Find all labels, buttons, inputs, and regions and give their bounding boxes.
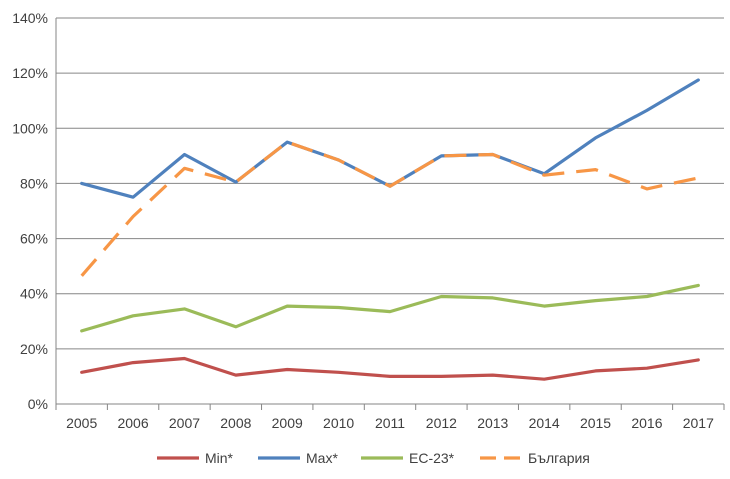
x-tick-label: 2012 <box>426 415 457 431</box>
legend-label: ЕС-23* <box>409 450 455 466</box>
series-line-3 <box>80 283 700 333</box>
legend-label: Min* <box>205 450 234 466</box>
x-tick-label: 2010 <box>323 415 354 431</box>
series-line-4 <box>80 140 699 277</box>
x-tick-label: 2016 <box>631 415 662 431</box>
x-tick-label: 2015 <box>580 415 611 431</box>
y-tick-label: 120% <box>12 65 48 81</box>
legend: Min* Max* ЕС-23* България <box>157 450 590 466</box>
x-tick-label: 2017 <box>683 415 714 431</box>
x-tick-label: 2013 <box>477 415 508 431</box>
x-tick-label: 2011 <box>375 415 405 431</box>
gridlines <box>56 17 724 350</box>
y-tick-label: 20% <box>20 341 48 357</box>
x-tick-label: 2007 <box>169 415 200 431</box>
y-tick-label: 60% <box>20 231 48 247</box>
x-tick-label: 2006 <box>117 415 148 431</box>
x-tick-label: 2005 <box>66 415 97 431</box>
legend-label: България <box>528 450 590 466</box>
y-tick-label: 80% <box>20 175 48 191</box>
y-tick-label: 140% <box>12 10 48 26</box>
series-line-2 <box>80 78 700 199</box>
x-tick-label: 2014 <box>529 415 560 431</box>
series-lines <box>80 78 700 381</box>
series-line-1 <box>80 356 700 381</box>
x-tick-label: 2008 <box>220 415 251 431</box>
y-tick-label: 100% <box>12 120 48 136</box>
axes: 0% 20% 40% 60% 80% 100% 120% 140% 2005 2006 2007 20… <box>12 10 725 431</box>
legend-label: Max* <box>306 450 338 466</box>
y-tick-label: 0% <box>28 396 48 412</box>
x-tick-label: 2009 <box>272 415 303 431</box>
y-tick-label: 40% <box>20 286 48 302</box>
